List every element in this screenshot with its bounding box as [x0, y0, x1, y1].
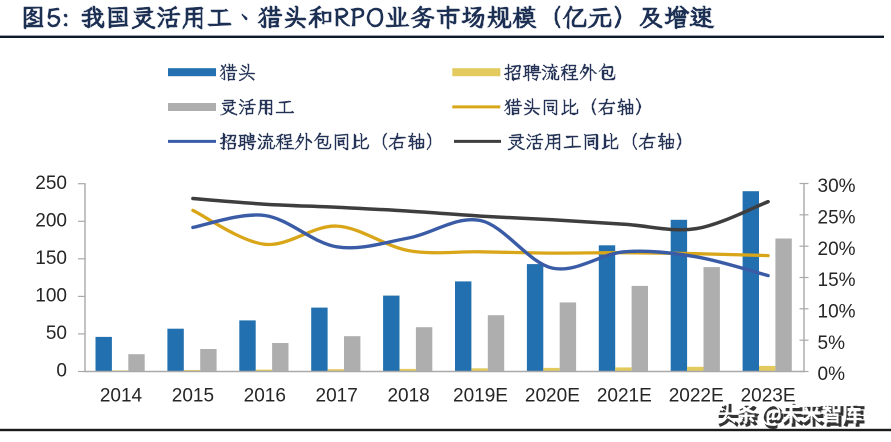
- svg-text:200: 200: [35, 211, 67, 232]
- svg-text:100: 100: [35, 286, 67, 307]
- svg-text:2021E: 2021E: [597, 385, 652, 406]
- svg-text:250: 250: [35, 173, 67, 194]
- svg-text:2017: 2017: [316, 385, 358, 406]
- svg-text:2016: 2016: [244, 385, 286, 406]
- svg-text:25%: 25%: [818, 208, 856, 229]
- svg-text:50: 50: [46, 323, 67, 344]
- svg-text:2019E: 2019E: [453, 385, 508, 406]
- svg-text:5%: 5%: [818, 333, 846, 354]
- svg-text:15%: 15%: [818, 270, 856, 291]
- svg-text:0%: 0%: [818, 364, 846, 385]
- svg-text:0: 0: [56, 361, 67, 382]
- svg-text:2018: 2018: [387, 385, 429, 406]
- svg-text:2020E: 2020E: [525, 385, 580, 406]
- svg-text:2023E: 2023E: [741, 385, 796, 406]
- svg-text:10%: 10%: [818, 302, 856, 323]
- svg-text:20%: 20%: [818, 239, 856, 260]
- svg-text:2022E: 2022E: [669, 385, 724, 406]
- svg-text:2015: 2015: [172, 385, 214, 406]
- svg-text:2014: 2014: [100, 385, 143, 406]
- svg-text:150: 150: [35, 248, 67, 269]
- svg-text:30%: 30%: [818, 176, 856, 197]
